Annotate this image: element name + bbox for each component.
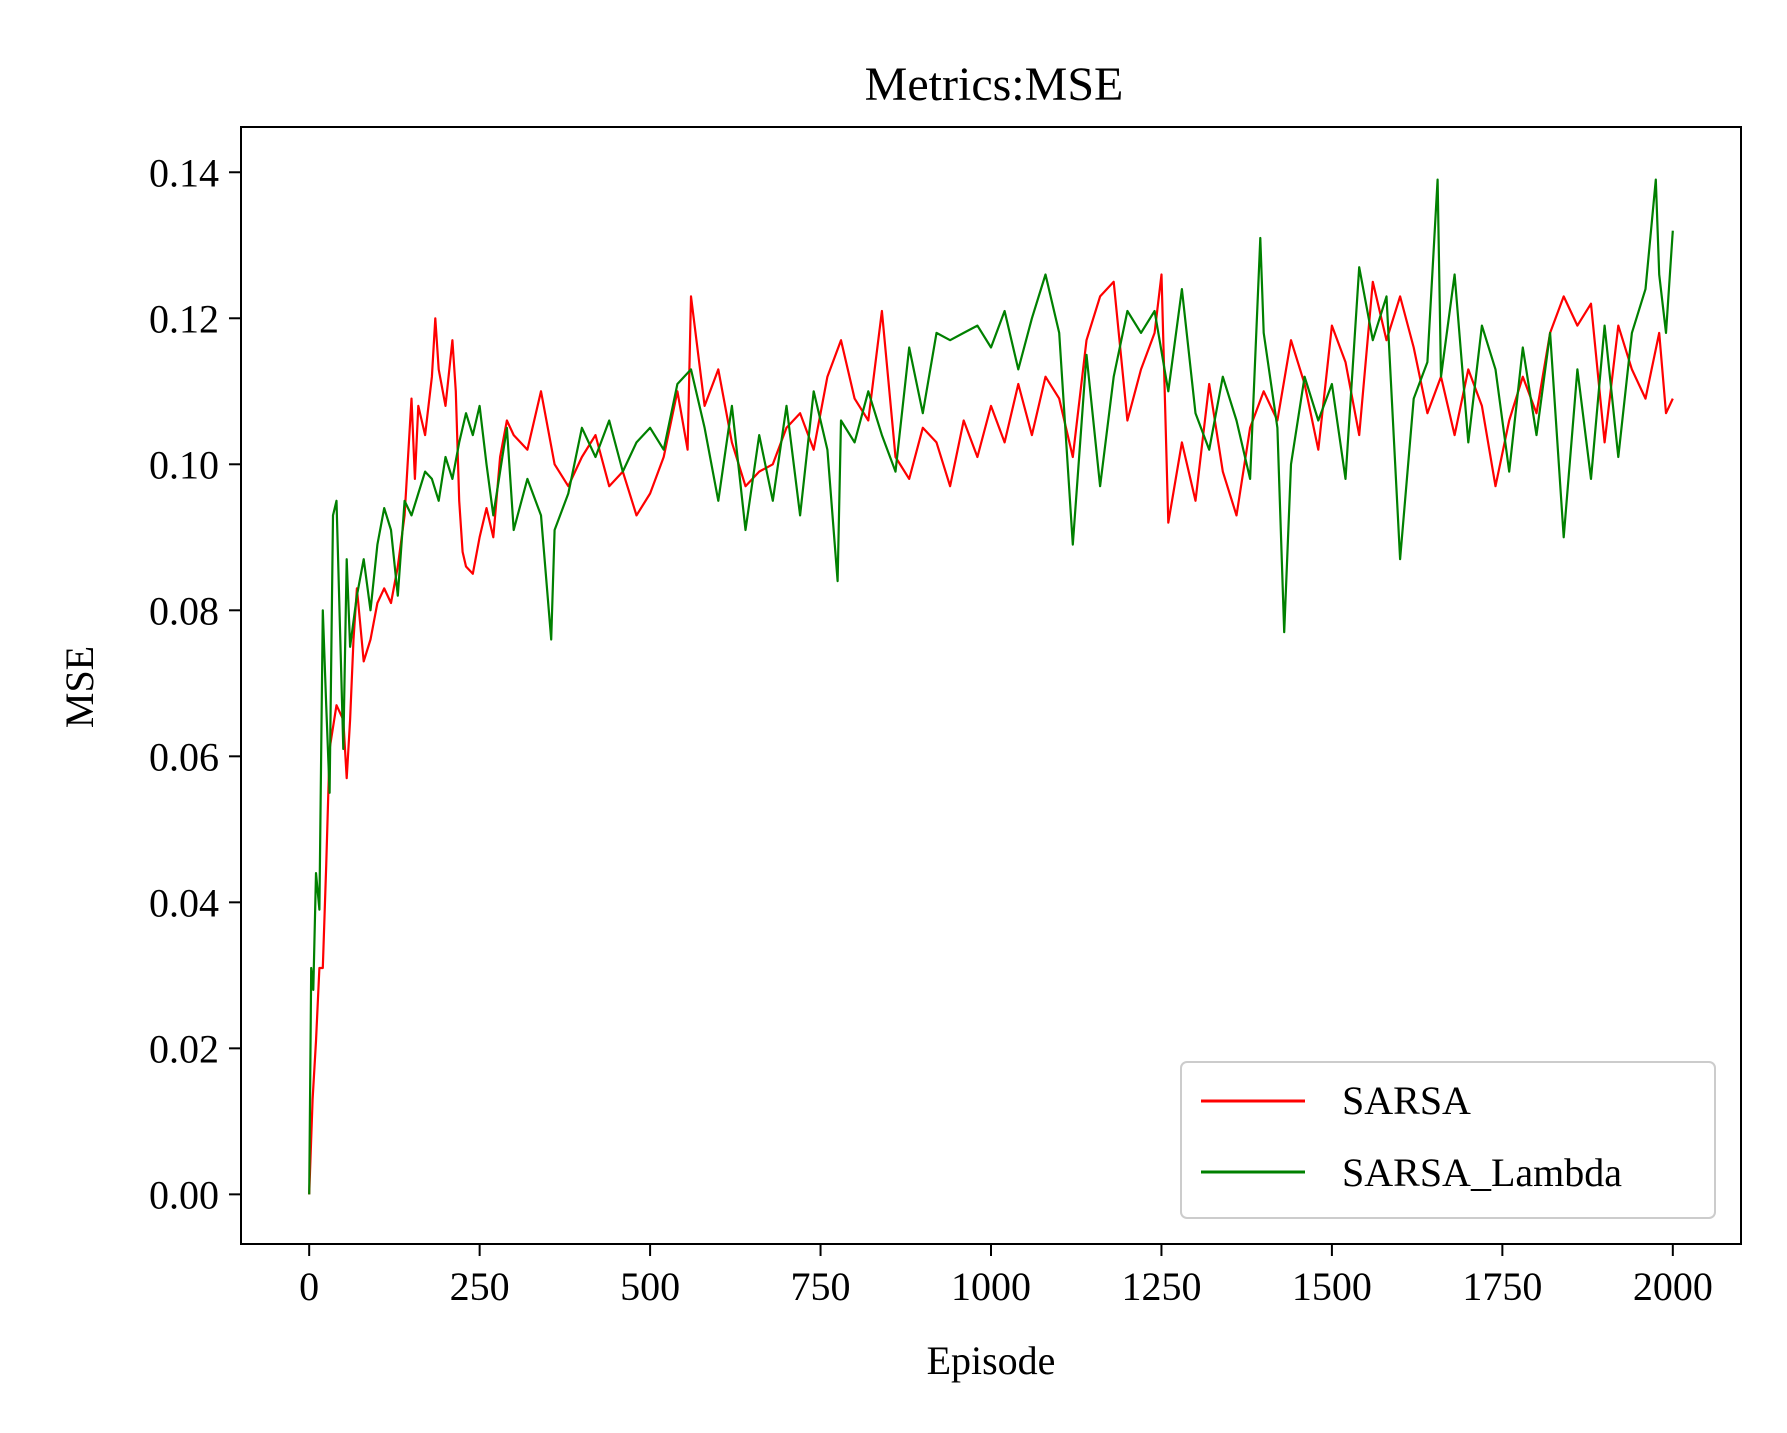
x-tick-label: 1250 xyxy=(1121,1264,1201,1309)
y-tick-label: 0.12 xyxy=(149,296,219,341)
chart-title: Metrics:MSE xyxy=(865,58,1124,111)
y-tick-label: 0.04 xyxy=(149,880,219,925)
x-axis-label: Episode xyxy=(927,1338,1056,1383)
x-tick-label: 2000 xyxy=(1633,1264,1713,1309)
x-tick-label: 500 xyxy=(620,1264,680,1309)
x-tick-label: 1750 xyxy=(1462,1264,1542,1309)
x-tick-label: 1000 xyxy=(951,1264,1031,1309)
y-tick-label: 0.10 xyxy=(149,442,219,487)
y-tick-label: 0.06 xyxy=(149,734,219,779)
series-line-sarsa-lambda xyxy=(308,178,1674,1195)
legend-label-sarsa-lambda: SARSA_Lambda xyxy=(1342,1150,1622,1195)
y-tick-label: 0.00 xyxy=(149,1172,219,1217)
x-tick-label: 250 xyxy=(450,1264,510,1309)
series-line-sarsa xyxy=(308,273,1674,1195)
legend: SARSA SARSA_Lambda xyxy=(1180,1061,1716,1219)
y-tick-label: 0.14 xyxy=(149,150,219,195)
plot-lines xyxy=(308,178,1674,1195)
y-tick-label: 0.02 xyxy=(149,1026,219,1071)
legend-label-sarsa: SARSA xyxy=(1342,1078,1471,1123)
y-axis-ticks: 0.00 0.02 0.04 0.06 0.08 0.10 0.12 0.14 xyxy=(149,150,241,1217)
x-axis-ticks: 0 250 500 750 1000 1250 1500 1750 2000 xyxy=(299,1244,1713,1309)
x-tick-label: 750 xyxy=(791,1264,851,1309)
y-tick-label: 0.08 xyxy=(149,588,219,633)
x-tick-label: 0 xyxy=(299,1264,319,1309)
y-axis-label: MSE xyxy=(57,646,102,728)
legend-box xyxy=(1180,1061,1716,1219)
x-tick-label: 1500 xyxy=(1292,1264,1372,1309)
